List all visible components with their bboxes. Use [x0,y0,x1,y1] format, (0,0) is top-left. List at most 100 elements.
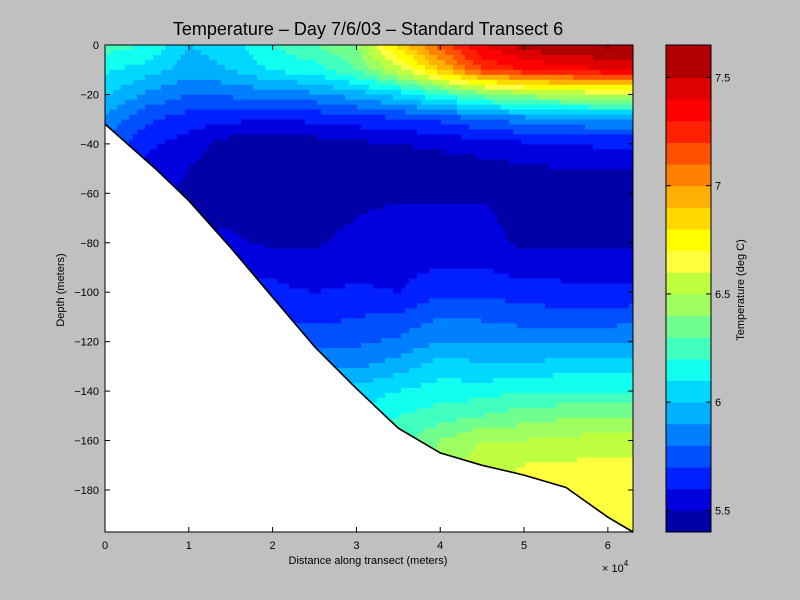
contour-cell [161,89,166,96]
contour-cell [285,288,290,295]
contour-cell [249,174,254,180]
contour-cell [297,263,302,270]
contour-cell [277,164,282,170]
contour-cell [293,208,298,215]
contour-cell [229,199,234,205]
contour-cell [141,149,146,155]
contour-cell [165,74,170,81]
contour-cell [281,194,286,200]
contour-cell [249,149,254,155]
contour-cell [253,124,258,131]
contour-cell [189,104,194,111]
contour-cell [233,114,238,121]
contour-cell [289,238,294,245]
contour-cell [253,114,258,121]
contour-cell [157,124,162,131]
contour-cell [193,84,198,91]
contour-cell [281,119,286,126]
contour-cell [201,129,206,136]
contour-cell [301,293,306,300]
contour-cell [265,69,270,76]
contour-cell [201,194,206,200]
contour-cell [193,184,198,190]
contour-cell [165,164,170,170]
contour-cell [289,59,294,66]
contour-cell [141,64,146,71]
contour-cell [209,49,214,56]
contour-cell [297,45,302,51]
contour-cell [225,174,230,180]
contour-cell [129,64,134,71]
contour-cell [273,179,278,185]
contour-cell [241,94,246,101]
contour-cell [301,258,306,265]
contour-cell [253,243,258,250]
contour-cell [269,263,274,270]
contour-cell [273,213,278,220]
contour-cell [257,199,262,205]
contour-cell [269,278,274,285]
contour-cell [153,109,158,116]
contour-cell [177,149,182,155]
contour-cell [105,89,110,96]
contour-cell [293,54,298,61]
contour-cell [269,243,274,250]
contour-cell [273,114,278,121]
contour-cell [305,323,310,329]
contour-cell [173,69,178,76]
contour-cell [185,129,190,136]
contour-cell [257,184,262,190]
contour-cell [269,89,274,96]
contour-cell [129,104,134,111]
contour-cell [269,213,274,220]
contour-cell [269,248,274,255]
contour-cell [297,258,302,265]
contour-cell [265,109,270,116]
contour-cell [185,114,190,121]
contour-cell [305,253,310,260]
contour-cell [281,84,286,91]
contour-cell [305,318,310,324]
contour-cell [305,283,310,290]
contour-cell [205,89,210,96]
contour-cell [289,213,294,220]
contour-cell [201,164,206,170]
contour-cell [257,59,262,66]
contour-cell [157,99,162,106]
contour-cell [277,49,282,56]
contour-cell [177,54,182,61]
contour-cell [161,109,166,116]
contour-cell [117,54,122,61]
contour-cell [189,45,194,51]
contour-cell [169,114,174,121]
contour-cell [205,45,210,51]
contour-cell [297,154,302,160]
contour-cell [177,59,182,66]
contour-cell [193,114,198,121]
contour-cell [305,49,310,56]
contour-cell [229,164,234,170]
contour-cell [109,119,114,126]
contour-cell [173,45,178,51]
contour-cell [185,64,190,71]
contour-cell [165,154,170,160]
contour-cell [277,159,282,165]
contour-cell [173,144,178,150]
contour-cell [273,164,278,170]
contour-cell [297,184,302,190]
contour-cell [125,99,130,106]
contour-cell [261,179,266,185]
contour-cell [217,99,222,106]
contour-cell [129,84,134,91]
contour-cell [177,144,182,150]
contour-cell [173,54,178,61]
contour-cell [305,268,310,275]
contour-cell [233,243,238,250]
contour-cell [221,223,226,230]
contour-cell [241,174,246,180]
contour-cell [229,154,234,160]
contour-cell [249,223,254,230]
contour-cell [165,45,170,51]
contour-cell [117,124,122,131]
contour-cell [281,263,286,270]
